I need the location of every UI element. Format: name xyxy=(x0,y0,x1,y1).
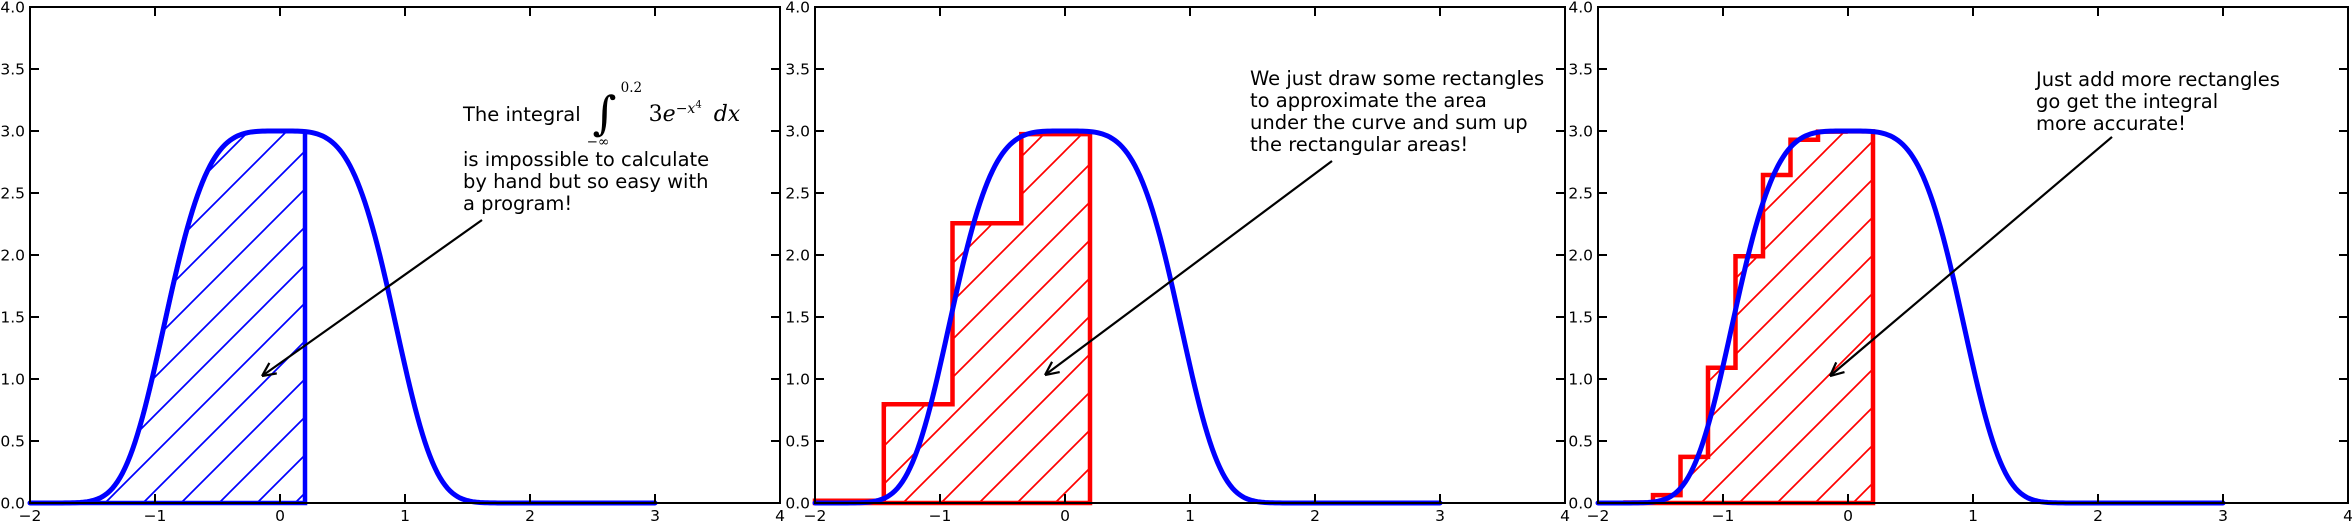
panel-1: −2 −1 0 1 2 3 4 0.0 0.5 1.0 1.5 2.0 2.5 3.0 3.5 4.0 xyxy=(0,0,785,524)
annotation-arrow xyxy=(1829,136,2113,377)
annotation-panel-2: We just draw some rectangles to approxim… xyxy=(1250,68,1544,156)
x-tick-label: 4 xyxy=(775,507,785,524)
x-tick-label: 2 xyxy=(2093,507,2103,524)
annotation-panel-1: The integral 0.2 ∫ −∞ 3e−x4 dx is imposs… xyxy=(463,79,741,215)
x-tick-label: 2 xyxy=(525,507,535,524)
y-tick-label: 3.5 xyxy=(0,61,25,79)
arrow-head xyxy=(1044,370,1060,377)
annotation-line: go get the integral xyxy=(2036,90,2219,113)
y-tick-label: 3.0 xyxy=(785,123,810,141)
y-tick-label: 4.0 xyxy=(785,0,810,17)
y-tick-label: 3.0 xyxy=(0,123,25,141)
annotation-arrow xyxy=(1044,160,1333,376)
annotation-arrow xyxy=(261,219,483,377)
x-tick-label: 3 xyxy=(2218,507,2228,524)
y-tick-label: 2.0 xyxy=(785,247,810,265)
arrow-head xyxy=(1829,371,1845,378)
integral-sign-icon: 0.2 ∫ −∞ xyxy=(587,79,643,149)
annotation-line: a program! xyxy=(463,191,573,215)
x-tick-label: 0 xyxy=(1843,507,1853,524)
integral-sign: ∫ xyxy=(592,85,617,140)
y-tick-label: 1.0 xyxy=(785,371,810,389)
y-tick-label: 0.5 xyxy=(785,433,810,451)
integrand-exponent-power: 4 xyxy=(695,99,702,110)
y-tick-label: 2.0 xyxy=(0,247,25,265)
x-tick-label: 4 xyxy=(2343,507,2352,524)
annotation-panel-3: Just add more rectangles go get the inte… xyxy=(2036,69,2280,135)
y-tick-label: 0.5 xyxy=(0,433,25,451)
arrow-head xyxy=(261,372,277,378)
integrand-coefficient: 3 xyxy=(648,101,663,127)
annotation-line: We just draw some rectangles xyxy=(1250,67,1545,90)
formula-prefix: The integral xyxy=(463,102,581,126)
y-tick-label: 0.5 xyxy=(1568,433,1593,451)
y-tick-label: 1.5 xyxy=(0,309,25,327)
x-tick-label: −1 xyxy=(929,507,952,524)
annotation-line: under the curve and sum up xyxy=(1250,111,1528,134)
y-tick-label: 3.5 xyxy=(785,61,810,79)
y-tick-label: 1.5 xyxy=(785,309,810,327)
integrand-exponent: −x xyxy=(675,100,696,117)
arrow-head xyxy=(1044,361,1054,376)
y-tick-label: 1.0 xyxy=(1568,371,1593,389)
integral-upper-limit: 0.2 xyxy=(620,79,643,96)
annotation-line: to approximate the area xyxy=(1250,89,1487,112)
y-tick-label: 2.5 xyxy=(0,185,25,203)
differential: dx xyxy=(713,101,741,127)
x-tick-label: 0 xyxy=(275,507,285,524)
y-tick-label: 3.0 xyxy=(1568,123,1593,141)
x-tick-label: 1 xyxy=(1185,507,1195,524)
panel-2: −2 −1 0 1 2 3 4 0.0 0.5 1.0 1.5 2.0 2.5 3.0 3.5 4.0 xyxy=(785,0,1570,524)
x-tick-label: 3 xyxy=(1435,507,1445,524)
annotation-line: Just add more rectangles xyxy=(2036,68,2280,91)
y-tick-label: 2.5 xyxy=(1568,185,1593,203)
x-tick-label: −1 xyxy=(144,507,167,524)
y-tick-label: 4.0 xyxy=(1568,0,1593,17)
x-tick-label: −2 xyxy=(1587,507,1610,524)
annotation-line: the rectangular areas! xyxy=(1250,133,1469,156)
y-tick-label: 0.0 xyxy=(785,495,810,513)
x-tick-label: 4 xyxy=(1560,507,1570,524)
integrand: 3e−x4 xyxy=(648,100,702,127)
integral-lower-limit: −∞ xyxy=(586,133,610,150)
x-tick-label: −2 xyxy=(804,507,827,524)
x-tick-label: −2 xyxy=(19,507,42,524)
annotation-line: more accurate! xyxy=(2036,112,2186,135)
annotation-line: by hand but so easy with xyxy=(463,169,709,193)
x-tick-label: 1 xyxy=(1968,507,1978,524)
x-tick-label: 1 xyxy=(400,507,410,524)
y-tick-label: 1.0 xyxy=(0,371,25,389)
y-tick-label: 0.0 xyxy=(0,495,25,513)
integrand-base: e xyxy=(662,101,676,127)
arrow-head xyxy=(261,362,271,377)
x-tick-label: 0 xyxy=(1060,507,1070,524)
panel-3: −2 −1 0 1 2 3 4 0.0 0.5 1.0 1.5 2.0 2.5 3.0 3.5 4.0 xyxy=(1568,0,2352,524)
y-tick-label: 1.5 xyxy=(1568,309,1593,327)
y-tick-label: 2.0 xyxy=(1568,247,1593,265)
x-tick-label: 3 xyxy=(650,507,660,524)
y-tick-label: 2.5 xyxy=(785,185,810,203)
x-tick-label: −1 xyxy=(1712,507,1735,524)
x-tick-label: 2 xyxy=(1310,507,1320,524)
function-curve xyxy=(1595,128,2226,506)
y-tick-label: 3.5 xyxy=(1568,61,1593,79)
y-tick-label: 0.0 xyxy=(1568,495,1593,513)
y-tick-label: 4.0 xyxy=(0,0,25,17)
arrow-head xyxy=(1828,361,1838,377)
integral-formula: The integral 0.2 ∫ −∞ 3e−x4 dx xyxy=(463,79,741,149)
annotation-line: is impossible to calculate xyxy=(463,147,710,171)
